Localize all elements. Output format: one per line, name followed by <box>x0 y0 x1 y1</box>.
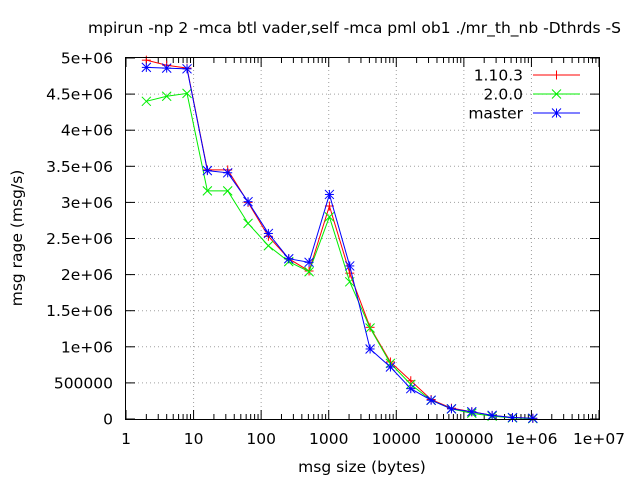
y-tick-label: 500000 <box>54 374 113 392</box>
y-tick-label: 1.5e+06 <box>46 302 113 320</box>
y-tick-label: 0 <box>103 411 113 429</box>
grid-lines <box>126 58 599 419</box>
series-line <box>146 92 533 420</box>
y-tick-label: 3.5e+06 <box>46 158 113 176</box>
series-master <box>141 62 538 424</box>
x-tick-label: 10 <box>184 430 204 448</box>
data-point <box>365 344 375 354</box>
y-tick-label: 2.5e+06 <box>46 230 113 248</box>
x-tick-label: 1e+07 <box>573 430 625 448</box>
x-tick-label: 1000 <box>309 430 348 448</box>
data-point <box>161 91 172 102</box>
data-point <box>405 383 416 394</box>
legend-entry: 1.10.3 <box>474 67 580 85</box>
data-point <box>263 240 274 251</box>
data-point <box>552 70 561 80</box>
data-point <box>466 406 477 417</box>
x-tick-labels: 1 10 100 1000 10000 100000 1e+06 1e+07 <box>121 430 625 448</box>
data-point <box>202 185 213 196</box>
data-point <box>161 63 172 73</box>
y-axis-label: msg rage (msg/s) <box>8 170 26 307</box>
data-point <box>222 167 233 178</box>
y-tick-label: 1e+06 <box>61 338 113 356</box>
data-point <box>243 196 253 207</box>
data-point <box>304 257 314 268</box>
data-point <box>426 395 436 406</box>
y-tick-label: 2e+06 <box>61 266 113 284</box>
data-point <box>141 62 152 73</box>
data-point <box>446 404 457 414</box>
y-tick-labels: 0 500000 1e+06 1.5e+06 2e+06 2.5e+06 3e+06 3.5e… <box>46 50 113 429</box>
legend-label: 2.0.0 <box>484 86 523 104</box>
data-point <box>304 266 314 277</box>
data-point <box>141 96 152 107</box>
legend-label: master <box>468 105 523 123</box>
x-tick-label: 1 <box>121 430 131 448</box>
data-point <box>202 165 213 176</box>
data-point <box>263 228 274 239</box>
data-point <box>365 323 375 333</box>
x-tick-label: 100 <box>246 430 276 448</box>
data-point <box>344 261 355 271</box>
y-tick-label: 4e+06 <box>61 122 113 140</box>
y-tick-label: 3e+06 <box>61 194 113 212</box>
data-point <box>182 88 192 99</box>
x-tick-label: 1e+06 <box>505 430 557 448</box>
legend-entry: master <box>468 105 580 123</box>
data-point <box>487 410 497 421</box>
y-tick-label: 5e+06 <box>61 50 113 68</box>
plot-frame <box>125 57 600 420</box>
y-tick-label: 4.5e+06 <box>46 86 113 104</box>
data-point <box>243 218 253 229</box>
data-point <box>324 189 335 200</box>
legend-entry: 2.0.0 <box>484 86 580 104</box>
chart-title: mpirun -np 2 -mca btl vader,self -mca pm… <box>88 19 621 38</box>
x-tick-label: 100000 <box>434 430 493 448</box>
legend-label: 1.10.3 <box>474 67 523 85</box>
data-point <box>507 412 518 423</box>
series-layer <box>141 55 538 424</box>
data-point <box>324 211 335 222</box>
data-point <box>551 108 562 118</box>
data-point <box>527 413 538 424</box>
x-axis-label: msg size (bytes) <box>298 458 426 476</box>
data-point <box>283 253 294 264</box>
data-point <box>551 89 562 99</box>
x-tick-label: 10000 <box>372 430 421 448</box>
data-point <box>182 63 192 74</box>
data-point <box>385 362 396 372</box>
data-point <box>222 185 233 196</box>
